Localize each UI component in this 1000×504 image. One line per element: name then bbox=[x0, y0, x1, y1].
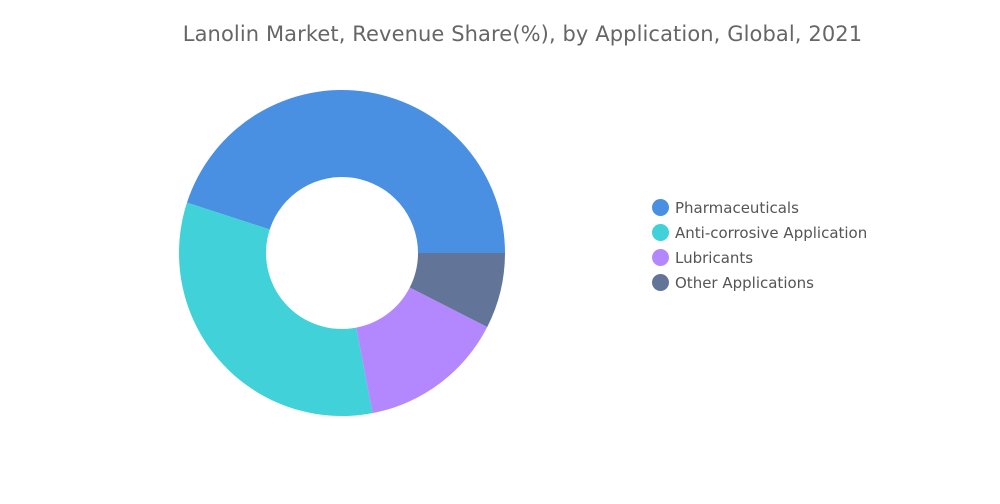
donut-slice-lubricants[interactable] bbox=[356, 287, 488, 414]
legend-label-anti-corrosive: Anti-corrosive Application bbox=[675, 223, 868, 242]
legend-swatch-pharmaceuticals bbox=[652, 199, 669, 216]
chart-legend: Pharmaceuticals Anti-corrosive Applicati… bbox=[652, 195, 867, 295]
legend-label-pharmaceuticals: Pharmaceuticals bbox=[675, 198, 799, 217]
legend-swatch-lubricants bbox=[652, 249, 669, 266]
legend-label-lubricants: Lubricants bbox=[675, 248, 754, 267]
legend-item-other-applications[interactable]: Other Applications bbox=[652, 270, 867, 295]
donut-slices bbox=[178, 89, 505, 417]
donut-slice-anti-corrosive[interactable] bbox=[178, 202, 373, 417]
legend-item-lubricants[interactable]: Lubricants bbox=[652, 245, 867, 270]
donut-slice-pharmaceuticals[interactable] bbox=[186, 89, 505, 253]
chart-title: Lanolin Market, Revenue Share(%), by App… bbox=[182, 22, 863, 46]
legend-label-other-applications: Other Applications bbox=[675, 273, 814, 292]
legend-item-pharmaceuticals[interactable]: Pharmaceuticals bbox=[652, 195, 867, 220]
legend-item-anti-corrosive[interactable]: Anti-corrosive Application bbox=[652, 220, 867, 245]
legend-swatch-anti-corrosive bbox=[652, 224, 669, 241]
donut-slice-other-applications[interactable] bbox=[409, 253, 505, 328]
legend-swatch-other-applications bbox=[652, 274, 669, 291]
